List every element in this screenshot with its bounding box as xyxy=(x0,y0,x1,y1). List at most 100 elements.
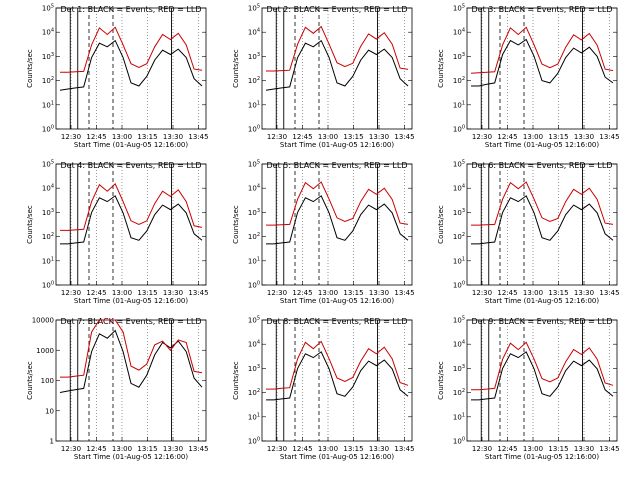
y-axis-label: Counts/sec xyxy=(26,205,34,244)
x-tick-label: 13:15 xyxy=(548,133,568,141)
x-tick-label: 12:30 xyxy=(472,289,492,297)
panel-4: Det 4: BLACK = Events, RED = LLD 100 101 10… xyxy=(26,160,209,306)
y-tick-label: 104 xyxy=(453,340,465,349)
x-tick-label: 13:30 xyxy=(369,289,389,297)
y-tick-label: 104 xyxy=(453,28,465,37)
x-tick-label: 13:00 xyxy=(112,289,132,297)
plot-frame xyxy=(466,163,618,286)
x-tick-label: 13:00 xyxy=(523,445,543,453)
panel-2: Det 2: BLACK = Events, RED = LLD 100 101 10… xyxy=(232,4,415,150)
plot-frame xyxy=(261,319,413,442)
x-axis-label: Start Time (01-Aug-05 12:16:00) xyxy=(280,453,394,461)
plot-frame xyxy=(55,319,207,442)
y-tick-label: 105 xyxy=(248,316,260,325)
series-line-events xyxy=(265,39,409,91)
y-tick-label: 1000 xyxy=(36,347,54,355)
y-tick-label: 101 xyxy=(248,412,260,421)
y-tick-label: 105 xyxy=(453,160,465,169)
x-axis-label: Start Time (01-Aug-05 12:16:00) xyxy=(280,297,394,305)
plot-frame xyxy=(55,7,207,130)
series-line-events xyxy=(471,38,614,87)
series-line-events xyxy=(266,195,409,245)
x-tick-label: 12:30 xyxy=(472,133,492,141)
panel-6: Det 6: BLACK = Events, RED = LLD 100 101 10… xyxy=(437,160,620,306)
series-line-events xyxy=(59,39,203,91)
y-tick-label: 102 xyxy=(248,232,260,241)
x-tick-label: 13:00 xyxy=(112,133,132,141)
x-tick-label: 13:45 xyxy=(394,289,414,297)
y-tick-label: 103 xyxy=(248,208,260,217)
y-axis-label: Counts/sec xyxy=(437,49,445,88)
y-tick-label: 103 xyxy=(453,208,465,217)
panel-title: Det 2: BLACK = Events, RED = LLD xyxy=(267,5,408,14)
y-tick-label: 101 xyxy=(453,412,465,421)
y-tick-label: 104 xyxy=(248,340,260,349)
panel-1: Det 1: BLACK = Events, RED = LLD 100 101 10… xyxy=(26,4,209,150)
x-tick-label: 13:30 xyxy=(369,133,389,141)
x-tick-label: 13:00 xyxy=(112,445,132,453)
panel-title: Det 7: BLACK = Events, RED = LLD xyxy=(61,317,202,326)
y-tick-label: 100 xyxy=(453,437,465,446)
y-axis-label: Counts/sec xyxy=(437,361,445,400)
y-tick-label: 102 xyxy=(42,232,54,241)
series-line-events xyxy=(59,329,203,393)
x-tick-label: 13:45 xyxy=(599,445,619,453)
plot-frame xyxy=(466,7,618,130)
x-tick-label: 12:45 xyxy=(497,133,517,141)
x-tick-label: 13:15 xyxy=(548,445,568,453)
plot-frame xyxy=(261,7,413,130)
y-tick-label: 103 xyxy=(42,208,54,217)
x-tick-label: 12:45 xyxy=(292,289,312,297)
y-tick-label: 101 xyxy=(42,256,54,265)
x-tick-label: 12:45 xyxy=(86,289,106,297)
x-tick-label: 12:45 xyxy=(86,445,106,453)
panel-7: Det 7: BLACK = Events, RED = LLD 1 10 100 10… xyxy=(26,317,209,462)
x-tick-label: 12:45 xyxy=(497,445,517,453)
y-axis-label: Counts/sec xyxy=(26,49,34,88)
y-tick-label: 100 xyxy=(453,281,465,290)
y-tick-label: 100 xyxy=(41,377,54,385)
x-tick-label: 12:45 xyxy=(292,133,312,141)
y-tick-label: 102 xyxy=(42,76,54,85)
y-tick-label: 103 xyxy=(248,364,260,373)
y-tick-label: 100 xyxy=(248,437,260,446)
y-tick-label: 105 xyxy=(248,4,260,13)
series-line-events xyxy=(60,195,203,245)
x-tick-label: 13:30 xyxy=(369,445,389,453)
y-tick-label: 102 xyxy=(248,388,260,397)
x-tick-label: 12:30 xyxy=(267,289,287,297)
y-tick-label: 101 xyxy=(453,256,465,265)
x-tick-label: 13:30 xyxy=(163,289,183,297)
y-tick-label: 100 xyxy=(42,125,54,134)
panel-9: Det 9: BLACK = Events, RED = LLD 100 101 10… xyxy=(437,316,620,462)
x-axis-label: Start Time (01-Aug-05 12:16:00) xyxy=(74,453,188,461)
x-axis-label: Start Time (01-Aug-05 12:16:00) xyxy=(74,297,188,305)
y-tick-label: 101 xyxy=(42,100,54,109)
x-tick-label: 13:15 xyxy=(343,445,363,453)
y-tick-label: 103 xyxy=(42,52,54,61)
y-tick-label: 101 xyxy=(453,100,465,109)
y-axis-label: Counts/sec xyxy=(26,361,34,400)
x-tick-label: 12:30 xyxy=(61,445,81,453)
y-tick-label: 105 xyxy=(42,4,54,13)
y-tick-label: 101 xyxy=(248,100,260,109)
series-line-lld xyxy=(266,181,409,226)
y-tick-label: 104 xyxy=(453,184,465,193)
plot-frame xyxy=(466,319,618,442)
panel-title: Det 5: BLACK = Events, RED = LLD xyxy=(267,161,408,170)
panel-title: Det 4: BLACK = Events, RED = LLD xyxy=(61,161,202,170)
y-axis-label: Counts/sec xyxy=(232,205,240,244)
y-axis-label: Counts/sec xyxy=(232,361,240,400)
x-axis-label: Start Time (01-Aug-05 12:16:00) xyxy=(485,453,599,461)
x-axis-label: Start Time (01-Aug-05 12:16:00) xyxy=(74,141,188,149)
x-tick-label: 13:45 xyxy=(599,289,619,297)
x-tick-label: 13:45 xyxy=(188,133,208,141)
x-tick-label: 12:30 xyxy=(61,133,81,141)
y-tick-label: 102 xyxy=(453,232,465,241)
x-tick-label: 13:30 xyxy=(574,289,594,297)
y-tick-label: 104 xyxy=(248,184,260,193)
x-tick-label: 12:45 xyxy=(292,445,312,453)
panel-title: Det 9: BLACK = Events, RED = LLD xyxy=(472,317,613,326)
x-tick-label: 13:15 xyxy=(137,445,157,453)
